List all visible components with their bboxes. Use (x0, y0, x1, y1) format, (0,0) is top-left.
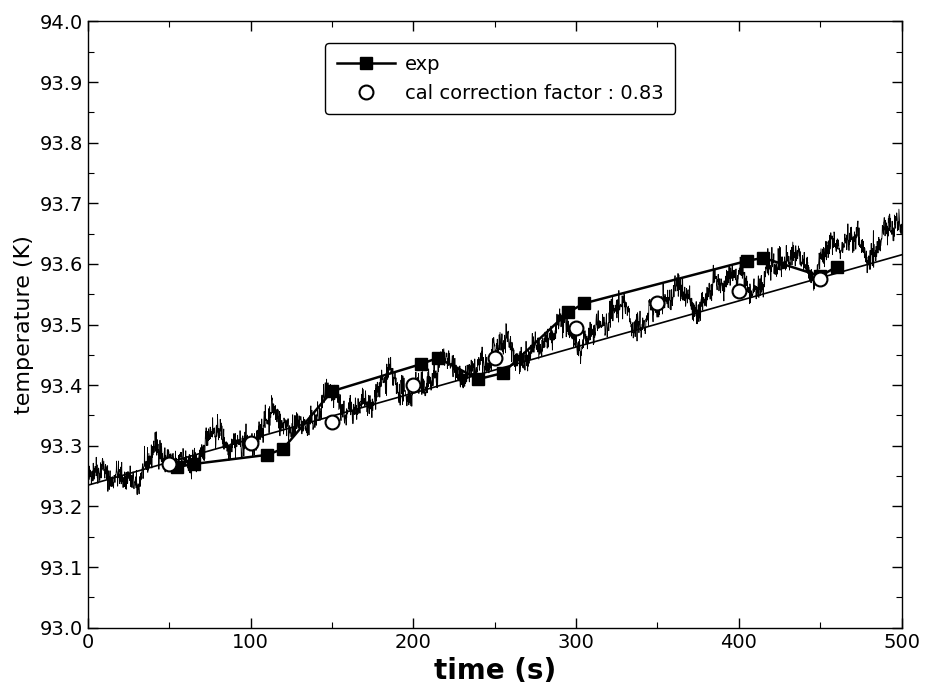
cal correction factor : 0.83: (100, 93.3): 0.83: (100, 93.3) (245, 438, 256, 447)
cal correction factor : 0.83: (150, 93.3): 0.83: (150, 93.3) (326, 417, 337, 426)
exp (497, 369, 508, 377)
Legend: exp, cal correction factor : 0.83: exp, cal correction factor : 0.83 (325, 43, 675, 115)
exp (432, 354, 444, 362)
exp (188, 460, 199, 468)
exp (416, 360, 427, 368)
cal correction factor : 0.83: (400, 93.6): 0.83: (400, 93.6) (733, 287, 744, 296)
exp (742, 257, 753, 265)
exp (814, 272, 826, 280)
cal correction factor : 0.83: (350, 93.5): 0.83: (350, 93.5) (652, 299, 663, 308)
exp (262, 451, 273, 459)
exp (579, 299, 590, 308)
exp (831, 263, 842, 271)
cal correction factor : 0.83: (250, 93.4): 0.83: (250, 93.4) (489, 354, 501, 362)
exp (277, 445, 289, 453)
cal correction factor : 0.83: (50, 93.3): 0.83: (50, 93.3) (163, 460, 175, 468)
exp (757, 254, 769, 262)
exp (562, 308, 573, 317)
cal correction factor : 0.83: (200, 93.4): 0.83: (200, 93.4) (408, 381, 419, 389)
exp (172, 463, 183, 471)
Line: cal correction factor : 0.83: cal correction factor : 0.83 (163, 272, 828, 471)
exp (326, 387, 337, 396)
Line: exp: exp (171, 252, 842, 473)
cal correction factor : 0.83: (450, 93.6): 0.83: (450, 93.6) (814, 275, 826, 283)
X-axis label: time (s): time (s) (433, 657, 556, 685)
Y-axis label: temperature (K): temperature (K) (14, 235, 34, 414)
exp (473, 375, 484, 383)
cal correction factor : 0.83: (300, 93.5): 0.83: (300, 93.5) (571, 324, 582, 332)
